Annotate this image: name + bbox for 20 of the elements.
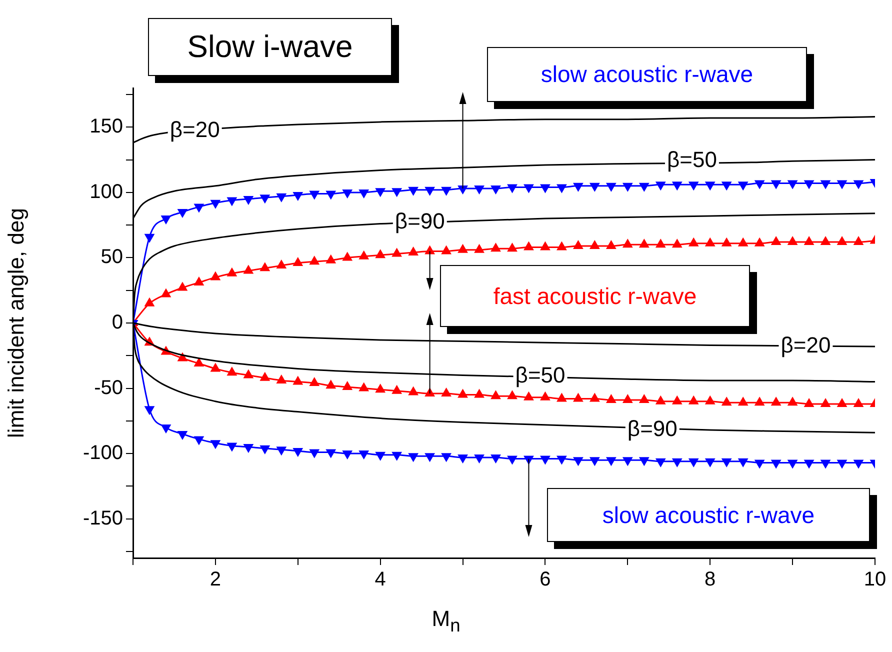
x-tick-label: 4 (374, 568, 386, 591)
y-tick-label: 50 (100, 246, 123, 268)
annotation: β=50 (515, 362, 566, 388)
x-tick-label: 6 (540, 568, 551, 591)
x-axis-title: M$_{n}$ (430, 606, 462, 636)
y-tick-label: 150 (90, 116, 123, 138)
y-tick-label: -50 (94, 376, 123, 399)
x-tick-label: 8 (704, 568, 716, 591)
annotation: β=90 (394, 208, 445, 234)
y-tick-label: -150 (82, 507, 123, 530)
y-tick-label: 100 (90, 180, 123, 203)
x-tick-label: 2 (210, 568, 222, 591)
annotation: β=20 (170, 117, 220, 142)
annotation: β=50 (666, 147, 717, 172)
y-tick-label: -100 (82, 442, 123, 464)
annotation: β=90 (627, 416, 678, 442)
annotation: β=20 (780, 332, 831, 358)
y-tick-label: 0 (112, 312, 123, 334)
x-tick-label: 10 (864, 568, 886, 591)
y-axis-title: limit incident angle, deg (3, 208, 28, 438)
